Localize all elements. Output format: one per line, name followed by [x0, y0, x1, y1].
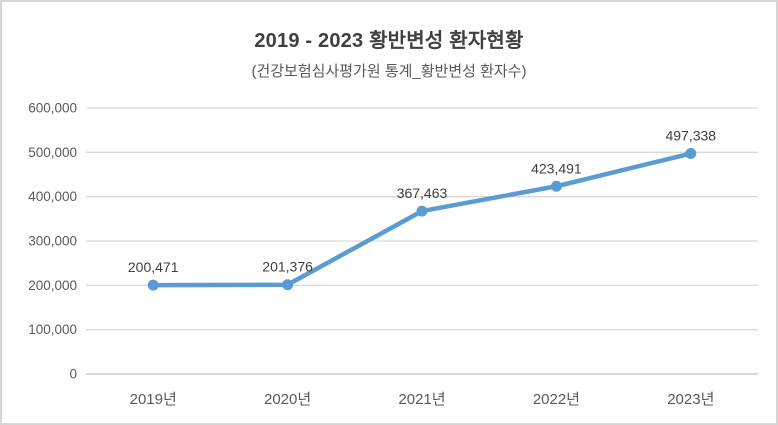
data-point-marker: [550, 180, 562, 192]
data-line: [150, 151, 694, 288]
x-axis-label: 2023년: [667, 391, 714, 408]
data-point-marker: [147, 279, 159, 291]
x-axis-label: 2020년: [264, 391, 311, 408]
x-axis-label: 2019년: [130, 391, 177, 408]
chart-subtitle: (건강보험심사평가원 통계_황반변성 환자수): [251, 63, 527, 80]
x-axis-label: 2022년: [533, 391, 580, 408]
data-label: 367,463: [397, 185, 448, 201]
y-axis-tick-label: 400,000: [28, 189, 77, 204]
data-label: 201,376: [262, 259, 313, 275]
y-axis-tick-label: 200,000: [28, 278, 77, 293]
data-label: 497,338: [665, 128, 716, 144]
data-point-marker: [685, 148, 697, 160]
y-axis-tick-label: 600,000: [28, 101, 77, 116]
y-axis-tick-label: 500,000: [28, 145, 77, 160]
y-axis-tick-label: 300,000: [28, 234, 77, 249]
data-point-marker: [282, 279, 294, 291]
data-label: 200,471: [128, 259, 179, 275]
y-axis-tick-label: 100,000: [28, 322, 77, 337]
data-point-marker: [416, 205, 428, 217]
y-axis-tick-label: 0: [69, 367, 77, 382]
data-label: 423,491: [531, 160, 582, 176]
chart-title: 2019 - 2023 황반변성 환자현황: [254, 30, 524, 52]
x-axis-label: 2021년: [398, 391, 445, 408]
